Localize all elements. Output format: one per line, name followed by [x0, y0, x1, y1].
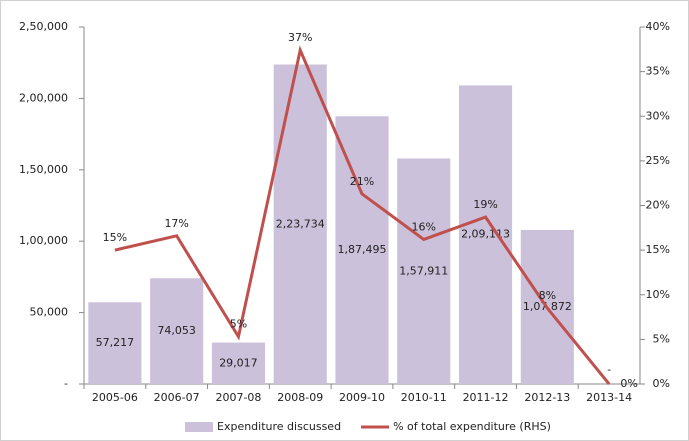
bar-value-label: 1,87,495	[338, 243, 387, 256]
bar	[88, 302, 142, 384]
x-tick-label: 2005-06	[92, 391, 138, 404]
bar	[397, 158, 451, 384]
y-tick-label: 50,000	[30, 306, 69, 319]
y2-tick-label: 20%	[646, 199, 670, 212]
y2-tick-label: 30%	[646, 109, 670, 122]
bar-value-label: 29,017	[219, 356, 258, 369]
x-tick-label: 2012-13	[524, 391, 570, 404]
line-value-label: 0%	[620, 377, 637, 390]
x-tick-label: 2008-09	[277, 391, 323, 404]
bar-value-label: 74,053	[157, 324, 196, 337]
x-tick-label: 2011-12	[463, 391, 509, 404]
bar-value-label: 2,09,113	[461, 228, 510, 241]
line-value-label: 15%	[103, 231, 127, 244]
y-tick-label: -	[64, 377, 68, 390]
y2-tick-label: 35%	[646, 65, 670, 78]
y2-tick-label: 10%	[646, 288, 670, 301]
bar	[211, 342, 266, 384]
y-tick-label: 1,50,000	[19, 163, 68, 176]
y-tick-label: 1,00,000	[19, 234, 68, 247]
bar	[273, 64, 327, 385]
legend-label: % of total expenditure (RHS)	[393, 420, 551, 433]
bar-value-label: -	[607, 363, 611, 376]
line-value-label: 19%	[473, 198, 497, 211]
legend-label: Expenditure discussed	[217, 420, 341, 433]
x-tick-label: 2007-08	[215, 391, 261, 404]
y-tick-label: 2,50,000	[19, 20, 68, 33]
bar-value-label: 2,23,734	[276, 217, 325, 230]
y-tick-label: 2,00,000	[19, 91, 68, 104]
bar-value-label: 57,217	[96, 336, 135, 349]
y2-tick-label: 40%	[646, 20, 670, 33]
x-tick-label: 2009-10	[339, 391, 385, 404]
x-tick-label: 2010-11	[401, 391, 447, 404]
y2-tick-label: 25%	[646, 154, 670, 167]
bar-value-label: 1,57,911	[399, 264, 448, 277]
legend-swatch	[185, 422, 213, 432]
line-value-label: 17%	[164, 217, 188, 230]
line-value-label: 16%	[412, 220, 436, 233]
line-value-label: 8%	[539, 289, 556, 302]
x-tick-label: 2006-07	[154, 391, 200, 404]
bar	[335, 116, 389, 384]
line-value-label: 21%	[350, 175, 374, 188]
line-value-label: 37%	[288, 31, 312, 44]
line-value-label: 5%	[230, 318, 247, 331]
x-tick-label: 2013-14	[586, 391, 632, 404]
y2-tick-label: 0%	[653, 377, 670, 390]
bar	[458, 85, 513, 385]
y2-tick-label: 5%	[653, 332, 670, 345]
bar	[150, 278, 204, 384]
y2-tick-label: 15%	[646, 243, 670, 256]
line-series	[114, 45, 611, 385]
